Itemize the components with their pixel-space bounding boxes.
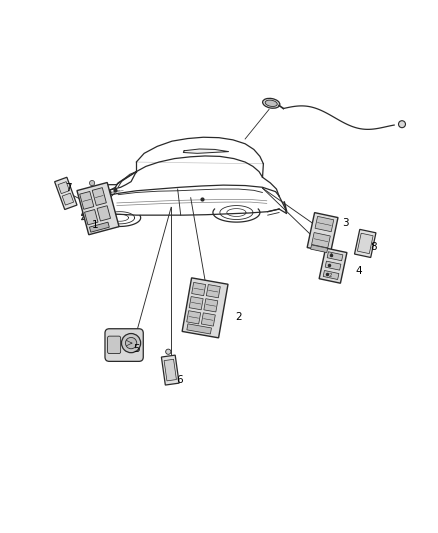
Text: 8: 8 — [370, 242, 377, 252]
Polygon shape — [189, 296, 203, 310]
Text: 7: 7 — [66, 183, 72, 193]
Polygon shape — [184, 149, 229, 154]
Polygon shape — [164, 359, 177, 381]
Polygon shape — [187, 324, 212, 334]
Polygon shape — [77, 182, 119, 235]
Text: 3: 3 — [342, 218, 349, 228]
Polygon shape — [201, 313, 215, 326]
Text: 4: 4 — [355, 266, 362, 276]
Polygon shape — [311, 245, 328, 253]
Polygon shape — [161, 355, 179, 385]
Circle shape — [399, 120, 406, 128]
Polygon shape — [97, 206, 110, 221]
Circle shape — [166, 349, 171, 354]
Polygon shape — [85, 209, 98, 225]
Polygon shape — [354, 229, 376, 257]
Ellipse shape — [265, 100, 277, 107]
Polygon shape — [89, 222, 110, 232]
Polygon shape — [62, 193, 74, 205]
Polygon shape — [311, 232, 330, 248]
Text: 5: 5 — [133, 344, 140, 354]
Polygon shape — [357, 233, 373, 254]
Polygon shape — [204, 298, 218, 312]
Polygon shape — [192, 282, 206, 296]
FancyBboxPatch shape — [105, 329, 143, 361]
Polygon shape — [80, 191, 94, 209]
Text: 1: 1 — [92, 220, 98, 230]
Polygon shape — [206, 285, 220, 298]
Polygon shape — [323, 270, 339, 279]
Polygon shape — [307, 213, 338, 253]
Text: 6: 6 — [177, 375, 183, 385]
Text: 1: 1 — [329, 253, 332, 257]
Polygon shape — [327, 252, 343, 261]
Polygon shape — [187, 311, 201, 324]
Text: 2: 2 — [235, 312, 242, 321]
Polygon shape — [319, 248, 347, 283]
Polygon shape — [325, 261, 341, 270]
Circle shape — [89, 181, 95, 185]
Ellipse shape — [263, 99, 280, 108]
Text: 2: 2 — [329, 273, 332, 278]
FancyBboxPatch shape — [108, 336, 120, 353]
Polygon shape — [55, 177, 77, 209]
Circle shape — [125, 337, 137, 349]
Polygon shape — [182, 278, 228, 338]
Polygon shape — [92, 188, 106, 206]
Polygon shape — [58, 182, 70, 193]
Circle shape — [121, 334, 141, 353]
Polygon shape — [315, 216, 334, 232]
